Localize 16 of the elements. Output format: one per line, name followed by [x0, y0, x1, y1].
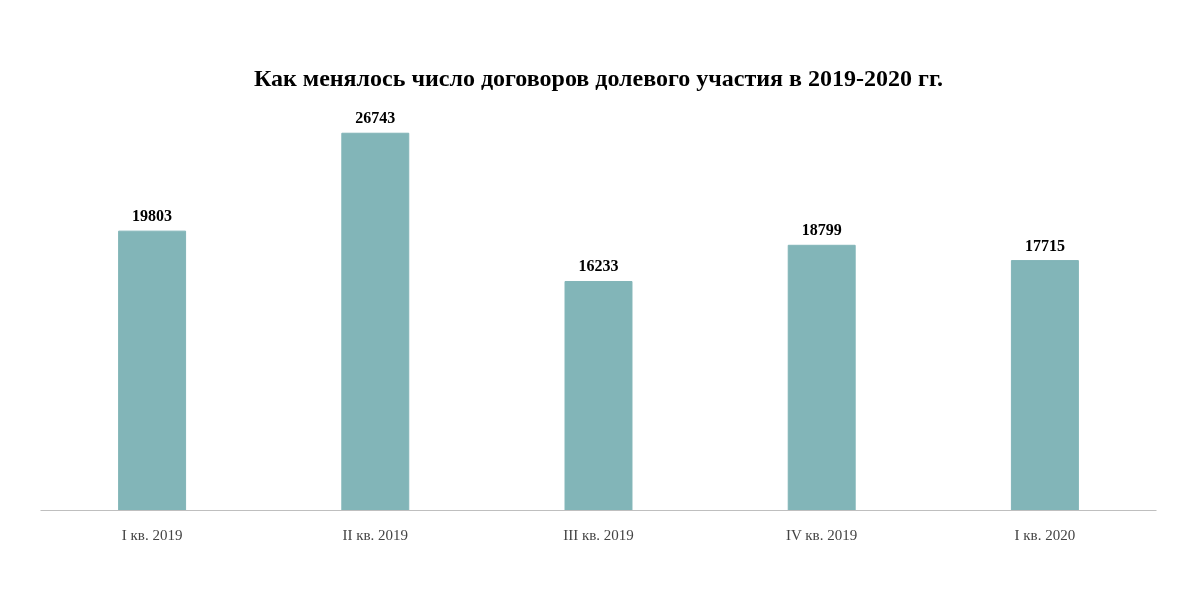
bar — [118, 230, 187, 511]
x-tick-label: I кв. 2020 — [1014, 526, 1076, 543]
chart-title: Как менялось число договоров долевого участия в 2019-2020 гг. — [253, 64, 944, 91]
x-tick-label: III кв. 2019 — [563, 526, 634, 543]
data-label: 18799 — [801, 221, 842, 239]
x-tick-label: IV кв. 2019 — [785, 526, 858, 543]
bar — [1010, 260, 1079, 511]
x-tick-label: II кв. 2019 — [342, 526, 409, 543]
bar — [564, 281, 633, 511]
x-tick-label: I кв. 2019 — [121, 526, 183, 543]
data-label: 17715 — [1024, 236, 1065, 254]
data-label: 19803 — [132, 207, 173, 225]
data-label: 16233 — [578, 257, 619, 275]
bar — [341, 132, 410, 511]
data-label: 26743 — [355, 109, 396, 127]
bar — [787, 244, 856, 511]
